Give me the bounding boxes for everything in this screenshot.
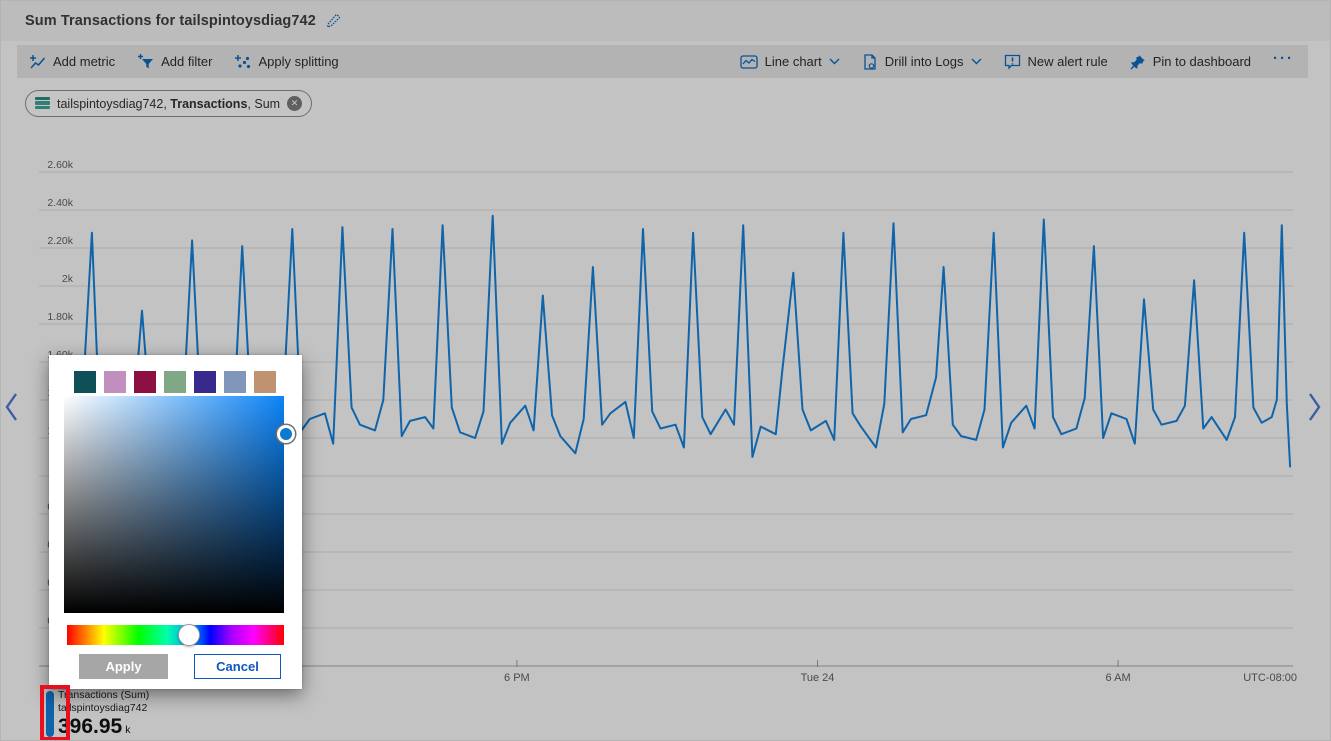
scroll-left-icon[interactable] (4, 392, 20, 422)
line-chart-icon (739, 54, 758, 69)
color-swatch[interactable] (224, 371, 246, 393)
legend-resource-name: tailspintoysdiag742 (58, 702, 148, 714)
drill-into-logs-dropdown[interactable]: Drill into Logs (862, 53, 982, 70)
cancel-button[interactable]: Cancel (194, 654, 281, 679)
color-picker-dialog: Apply Cancel (49, 355, 302, 689)
drill-into-logs-icon (864, 53, 876, 70)
color-swatch[interactable] (74, 371, 96, 393)
annotation-highlight-box (40, 685, 70, 740)
drill-into-logs-label: Drill into Logs (884, 54, 964, 69)
legend-total-value: 396.95 k (58, 715, 258, 740)
new-alert-rule-icon (1004, 54, 1020, 70)
hue-slider[interactable] (67, 625, 284, 645)
metric-name: Transactions (170, 96, 248, 111)
saturation-value-gradient[interactable] (64, 396, 284, 613)
pin-icon (1130, 54, 1145, 69)
x-axis-label: 6 AM (1106, 672, 1131, 684)
chart-toolbar: Add metric Add filter Apply splitting (17, 45, 1308, 78)
y-axis-label: 2.60k (47, 159, 73, 171)
add-filter-label: Add filter (161, 54, 213, 69)
edit-pencil-icon[interactable] (325, 13, 341, 29)
y-axis-label: 2.20k (47, 235, 73, 247)
toolbar-right-group: Line chart Drill into Logs (739, 50, 1294, 72)
x-axis-label: Tue 24 (801, 672, 835, 684)
new-alert-rule-button[interactable]: New alert rule (1004, 54, 1108, 70)
color-swatch-row (74, 371, 276, 393)
storage-account-icon (35, 96, 50, 111)
new-alert-rule-label: New alert rule (1027, 54, 1108, 69)
chevron-down-icon (971, 58, 981, 65)
gradient-handle[interactable] (277, 425, 295, 443)
page-title: Sum Transactions for tailspintoysdiag742 (25, 13, 316, 29)
timezone-label: UTC-08:00 (1243, 672, 1297, 684)
color-swatch[interactable] (134, 371, 156, 393)
add-metric-icon (30, 54, 46, 69)
apply-splitting-button[interactable]: Apply splitting (234, 54, 339, 70)
add-filter-icon (138, 53, 154, 68)
pin-to-dashboard-label: Pin to dashboard (1152, 54, 1251, 69)
legend-series-name: Transactions (Sum) (58, 689, 150, 701)
legend-texts: Transactions (Sum) tailspintoysdiag742 3… (58, 689, 258, 740)
color-swatch[interactable] (254, 371, 276, 393)
chart-title-bar: Sum Transactions for tailspintoysdiag742 (1, 1, 1330, 43)
apply-button[interactable]: Apply (79, 654, 168, 679)
close-icon[interactable]: ✕ (287, 96, 303, 111)
color-swatch[interactable] (194, 371, 216, 393)
chevron-down-icon (829, 58, 840, 65)
chart-type-dropdown[interactable]: Line chart (739, 54, 840, 70)
legend-total-unit: k (125, 724, 131, 736)
chart-type-label: Line chart (764, 54, 822, 69)
scroll-right-icon[interactable] (1306, 392, 1322, 422)
metric-aggregation: , Sum (247, 96, 281, 111)
y-axis-label: 2k (62, 273, 74, 285)
x-axis-label: 6 PM (504, 672, 530, 684)
apply-splitting-icon (235, 54, 251, 68)
legend-color-bar[interactable] (46, 691, 54, 737)
legend-total-number: 396.95 (58, 715, 123, 738)
metric-pill[interactable]: tailspintoysdiag742, Transactions, Sum ✕ (25, 90, 313, 117)
metric-pill-text: tailspintoysdiag742, Transactions, Sum (57, 97, 280, 111)
apply-splitting-label: Apply splitting (258, 54, 339, 69)
color-swatch[interactable] (104, 371, 126, 393)
y-axis-label: 2.40k (47, 197, 73, 209)
color-swatch[interactable] (164, 371, 186, 393)
hue-slider-handle[interactable] (178, 624, 200, 646)
metric-resource: tailspintoysdiag742, (57, 96, 167, 111)
pin-to-dashboard-button[interactable]: Pin to dashboard (1130, 54, 1251, 70)
add-metric-button[interactable]: Add metric (29, 54, 115, 70)
toolbar-left-group: Add metric Add filter Apply splitting (29, 53, 339, 70)
more-commands-button[interactable]: ··· (1273, 50, 1294, 67)
add-filter-button[interactable]: Add filter (137, 53, 213, 70)
add-metric-label: Add metric (53, 54, 116, 69)
y-axis-label: 1.80k (47, 311, 73, 323)
